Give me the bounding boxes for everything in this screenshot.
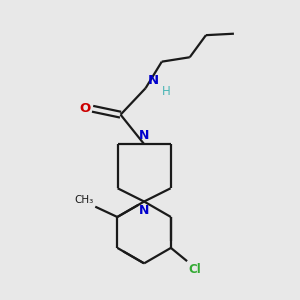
Text: N: N — [148, 74, 159, 87]
Text: H: H — [162, 85, 170, 98]
Text: O: O — [79, 102, 90, 115]
Text: N: N — [139, 205, 149, 218]
Text: CH₃: CH₃ — [74, 195, 94, 205]
Text: Cl: Cl — [189, 262, 201, 276]
Text: N: N — [139, 129, 149, 142]
